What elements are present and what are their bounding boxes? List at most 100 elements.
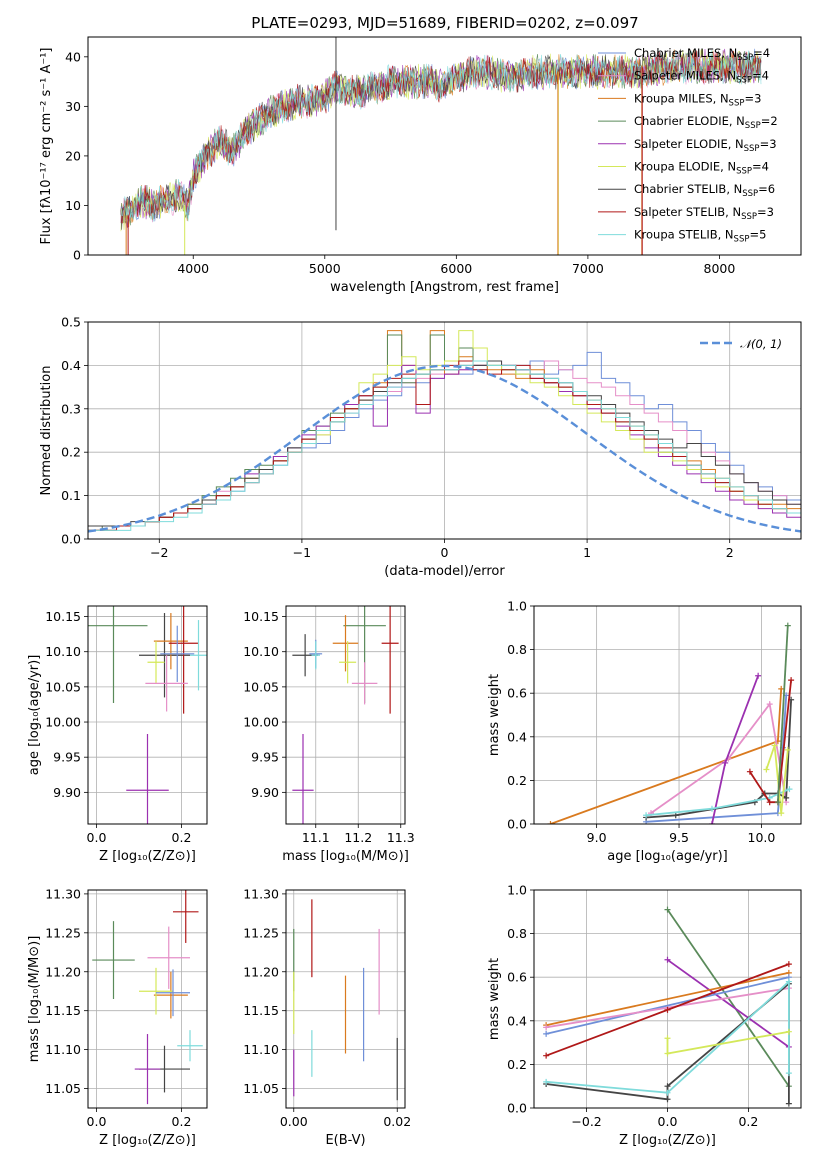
y-tick-label: 10.10 — [243, 644, 279, 659]
y-tick-label: 0.0 — [507, 1101, 527, 1116]
x-tick-label: 0.2 — [172, 1114, 192, 1129]
errorbar-point — [147, 641, 165, 684]
errorbar-point — [147, 926, 190, 989]
errorbar-point — [292, 733, 314, 824]
x-tick-label: 0.0 — [87, 1114, 107, 1129]
legend-label: Chabrier MILES, NSSP=4 — [634, 46, 770, 63]
errorbar-point — [145, 655, 188, 712]
x-axis-label: Z [log₁₀(Z/Z⊙)] — [619, 1133, 716, 1148]
weight-marker — [755, 672, 762, 679]
legend-label: Kroupa MILES, NSSP=3 — [634, 91, 761, 108]
plot-area — [547, 622, 795, 824]
panel-mass-weight-vs-Z: −0.2 0.0 0.2 0.0 0.2 0.4 0.6 0.8 1.0 Z [log₁₀(Z/Z… — [487, 883, 802, 1148]
weight-marker — [543, 1078, 550, 1085]
legend-label: Chabrier ELODIE, NSSP=2 — [634, 114, 778, 131]
panel-residual-histograms: −2 −1 0 1 2 0.0 0.1 0.2 0.3 0.4 0.5 (data-model)/er… — [39, 315, 802, 579]
weight-marker — [643, 812, 650, 819]
normal-curve — [88, 364, 801, 533]
histogram-series — [88, 360, 801, 539]
x-tick-label: 0.02 — [383, 1114, 411, 1129]
plot-area — [292, 606, 399, 824]
axes-frame — [87, 321, 802, 540]
weight-marker — [783, 794, 790, 801]
plot-area — [293, 899, 398, 1101]
y-tick-label: 0.6 — [507, 686, 527, 701]
panel-age-vs-mass: 11.1 11.2 11.3 9.90 9.95 10.00 10.05 10.10 10.15… — [243, 605, 415, 864]
x-tick-label: 0.0 — [658, 1114, 678, 1129]
x-tick-label: 9.0 — [587, 830, 607, 845]
y-tick-label: 9.90 — [53, 785, 81, 800]
legend: Chabrier MILES, NSSP=4 Salpeter MILES, NS… — [598, 46, 778, 245]
errorbar-point — [332, 615, 359, 672]
y-tick-label: 11.20 — [243, 964, 279, 979]
x-axis-label: wavelength [Angstrom, rest frame] — [330, 280, 559, 295]
histogram-series — [88, 360, 801, 539]
errorbar-point — [88, 606, 148, 704]
errorbar-point — [177, 1030, 203, 1062]
y-tick-label: 30 — [65, 99, 81, 114]
weight-marker — [785, 961, 792, 968]
errorbar-point — [311, 641, 320, 670]
y-tick-label: 0.3 — [61, 401, 81, 416]
y-tick-label: 0.0 — [61, 532, 81, 547]
y-tick-label: 11.05 — [243, 1081, 279, 1096]
y-tick-label: 0.6 — [507, 970, 527, 985]
y-tick-label: 0.4 — [61, 358, 81, 373]
weight-marker — [778, 810, 785, 817]
y-tick-label: 11.15 — [243, 1003, 279, 1018]
y-axis-label: age [log₁₀(age/yr)] — [27, 655, 42, 776]
y-tick-label: 0.8 — [507, 926, 527, 941]
weight-marker — [774, 799, 781, 806]
errorbar-point — [126, 733, 169, 824]
weight-marker — [785, 1070, 792, 1077]
histogram-series — [88, 360, 801, 539]
y-tick-label: 10.15 — [243, 609, 279, 624]
y-tick-label: 0.5 — [61, 315, 81, 330]
weight-marker — [766, 701, 773, 708]
legend-label: 𝒩(0, 1) — [740, 337, 782, 351]
x-tick-label: 0.2 — [172, 830, 192, 845]
y-tick-label: 11.25 — [243, 925, 279, 940]
y-tick-label: 11.30 — [243, 886, 279, 901]
x-tick-label: 9.5 — [669, 830, 689, 845]
y-tick-label: 10.00 — [45, 715, 81, 730]
weight-marker — [664, 1035, 671, 1042]
weight-marker — [786, 786, 793, 793]
y-tick-label: 0.4 — [507, 1013, 527, 1028]
y-tick-label: 0.2 — [61, 445, 81, 460]
y-axis-label: Flux [fλ10⁻¹⁷ erg cm⁻² s⁻¹ A⁻¹] — [39, 48, 54, 245]
y-tick-label: 1.0 — [507, 599, 527, 614]
x-tick-label: 2 — [726, 545, 734, 560]
weight-marker — [664, 1083, 671, 1090]
panel-mass-weight-vs-age: 9.0 9.5 10.0 0.0 0.2 0.4 0.6 0.8 1.0 age [log₁₀(a… — [487, 599, 802, 864]
y-axis-label: mass weight — [487, 958, 502, 1040]
x-axis-label: Z [log₁₀(Z/Z⊙)] — [99, 849, 196, 864]
x-tick-label: −2 — [150, 545, 168, 560]
x-tick-label: 10.0 — [748, 830, 776, 845]
legend-label: Salpeter STELIB, NSSP=3 — [634, 205, 774, 222]
weight-marker — [788, 677, 795, 684]
y-tick-label: 10 — [65, 198, 81, 213]
x-axis-label: E(B-V) — [325, 1133, 365, 1148]
y-tick-label: 0.2 — [507, 773, 527, 788]
x-tick-label: 0.0 — [87, 830, 107, 845]
weight-marker — [785, 978, 792, 985]
spectrum-line — [120, 50, 762, 222]
y-tick-label: 0.2 — [507, 1057, 527, 1072]
x-tick-label: 0 — [441, 545, 449, 560]
weight-marker — [785, 1100, 792, 1107]
x-tick-label: 0.00 — [280, 1114, 308, 1129]
weight-marker — [778, 685, 785, 692]
errorbar-point — [190, 620, 207, 691]
y-tick-label: 11.25 — [45, 925, 81, 940]
axes-frame — [285, 889, 406, 1109]
x-tick-label: 5000 — [309, 261, 341, 276]
weight-series — [650, 701, 788, 814]
y-tick-label: 9.90 — [251, 785, 279, 800]
legend-label: Chabrier STELIB, NSSP=6 — [634, 182, 775, 199]
x-axis-label: age [log₁₀(age/yr)] — [607, 849, 728, 864]
y-tick-label: 11.10 — [243, 1042, 279, 1057]
weight-marker — [547, 821, 554, 824]
y-tick-label: 11.20 — [45, 964, 81, 979]
weight-marker — [664, 906, 671, 913]
